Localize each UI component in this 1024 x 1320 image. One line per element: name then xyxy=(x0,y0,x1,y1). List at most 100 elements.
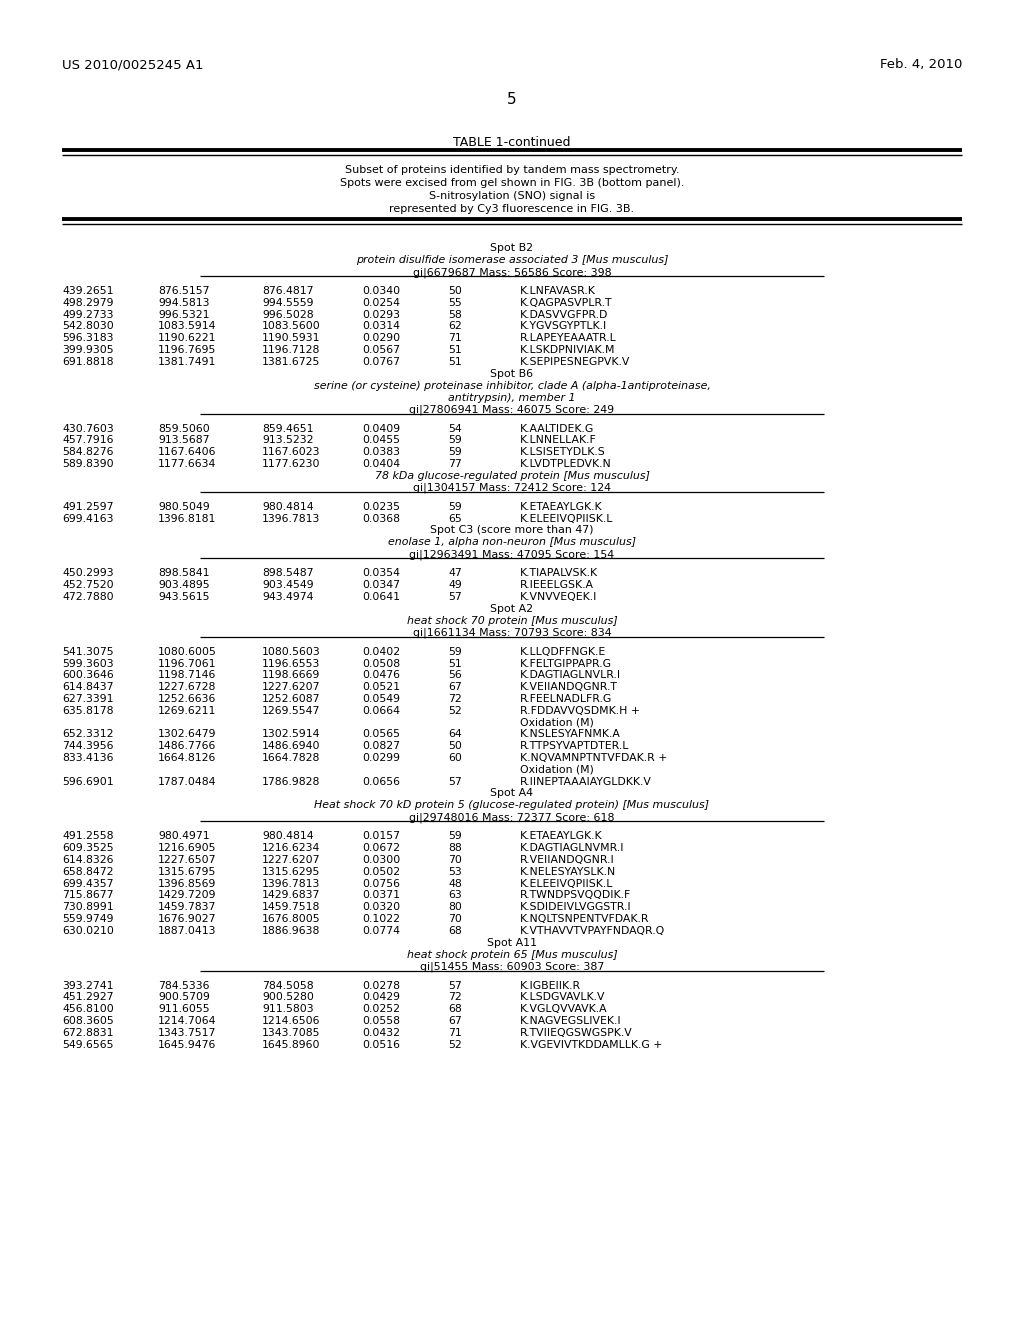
Text: 833.4136: 833.4136 xyxy=(62,752,114,763)
Text: 430.7603: 430.7603 xyxy=(62,424,114,433)
Text: 59: 59 xyxy=(449,647,462,657)
Text: 1269.6211: 1269.6211 xyxy=(158,706,216,715)
Text: 584.8276: 584.8276 xyxy=(62,447,114,457)
Text: 456.8100: 456.8100 xyxy=(62,1005,114,1014)
Text: 0.0476: 0.0476 xyxy=(362,671,400,680)
Text: 0.0455: 0.0455 xyxy=(362,436,400,445)
Text: 1315.6795: 1315.6795 xyxy=(158,867,216,876)
Text: 70: 70 xyxy=(449,855,462,865)
Text: 0.0774: 0.0774 xyxy=(362,925,400,936)
Text: 859.5060: 859.5060 xyxy=(158,424,210,433)
Text: Spot A4: Spot A4 xyxy=(490,788,534,799)
Text: 0.0656: 0.0656 xyxy=(362,776,400,787)
Text: 1216.6234: 1216.6234 xyxy=(262,843,321,853)
Text: 50: 50 xyxy=(449,742,462,751)
Text: 491.2597: 491.2597 xyxy=(62,502,114,512)
Text: K.LNFAVASR.K: K.LNFAVASR.K xyxy=(520,286,596,296)
Text: 54: 54 xyxy=(449,424,462,433)
Text: 1429.6837: 1429.6837 xyxy=(262,891,321,900)
Text: 1080.5603: 1080.5603 xyxy=(262,647,321,657)
Text: 1196.7128: 1196.7128 xyxy=(262,345,321,355)
Text: 393.2741: 393.2741 xyxy=(62,981,114,990)
Text: 1177.6634: 1177.6634 xyxy=(158,459,216,469)
Text: 72: 72 xyxy=(449,993,462,1002)
Text: 996.5321: 996.5321 xyxy=(158,310,210,319)
Text: 59: 59 xyxy=(449,502,462,512)
Text: 1381.7491: 1381.7491 xyxy=(158,356,216,367)
Text: 1177.6230: 1177.6230 xyxy=(262,459,321,469)
Text: 635.8178: 635.8178 xyxy=(62,706,114,715)
Text: R.TTPSYVAPTDTER.L: R.TTPSYVAPTDTER.L xyxy=(520,742,630,751)
Text: 589.8390: 589.8390 xyxy=(62,459,114,469)
Text: 50: 50 xyxy=(449,286,462,296)
Text: 1343.7085: 1343.7085 xyxy=(262,1028,321,1038)
Text: R.TWNDPSVQQDIK.F: R.TWNDPSVQQDIK.F xyxy=(520,891,631,900)
Text: K.NAGVEGSLIVEK.I: K.NAGVEGSLIVEK.I xyxy=(520,1016,622,1026)
Text: 699.4163: 699.4163 xyxy=(62,513,114,524)
Text: 0.0404: 0.0404 xyxy=(362,459,400,469)
Text: 1429.7209: 1429.7209 xyxy=(158,891,216,900)
Text: 60: 60 xyxy=(449,752,462,763)
Text: K.IGBEIIK.R: K.IGBEIIK.R xyxy=(520,981,582,990)
Text: K.NQVAMNPTNTVFDAK.R +: K.NQVAMNPTNTVFDAK.R + xyxy=(520,752,668,763)
Text: 57: 57 xyxy=(449,776,462,787)
Text: 0.0290: 0.0290 xyxy=(362,333,400,343)
Text: 499.2733: 499.2733 xyxy=(62,310,114,319)
Text: 0.0371: 0.0371 xyxy=(362,891,400,900)
Text: 630.0210: 630.0210 xyxy=(62,925,114,936)
Text: 1396.8569: 1396.8569 xyxy=(158,879,216,888)
Text: R.FEELNADLFR.G: R.FEELNADLFR.G xyxy=(520,694,612,704)
Text: 0.0340: 0.0340 xyxy=(362,286,400,296)
Text: 0.1022: 0.1022 xyxy=(362,913,400,924)
Text: 0.0502: 0.0502 xyxy=(362,867,400,876)
Text: 0.0432: 0.0432 xyxy=(362,1028,400,1038)
Text: K.SEPIPESNEGPVK.V: K.SEPIPESNEGPVK.V xyxy=(520,356,631,367)
Text: 980.4814: 980.4814 xyxy=(262,832,313,841)
Text: 52: 52 xyxy=(449,1040,462,1049)
Text: 0.0672: 0.0672 xyxy=(362,843,400,853)
Text: 58: 58 xyxy=(449,310,462,319)
Text: Spot B2: Spot B2 xyxy=(490,243,534,253)
Text: 67: 67 xyxy=(449,1016,462,1026)
Text: Spot A11: Spot A11 xyxy=(487,937,537,948)
Text: K.DASVVGFPR.D: K.DASVVGFPR.D xyxy=(520,310,608,319)
Text: Oxidation (M): Oxidation (M) xyxy=(520,718,594,727)
Text: K.QAGPASVPLR.T: K.QAGPASVPLR.T xyxy=(520,298,612,308)
Text: K.LSDGVAVLK.V: K.LSDGVAVLK.V xyxy=(520,993,605,1002)
Text: K.LVDTPLEDVK.N: K.LVDTPLEDVK.N xyxy=(520,459,611,469)
Text: 0.0641: 0.0641 xyxy=(362,591,400,602)
Text: 51: 51 xyxy=(449,659,462,669)
Text: 1214.7064: 1214.7064 xyxy=(158,1016,216,1026)
Text: 1396.7813: 1396.7813 xyxy=(262,513,321,524)
Text: 943.4974: 943.4974 xyxy=(262,591,313,602)
Text: 0.0157: 0.0157 xyxy=(362,832,400,841)
Text: 1196.7695: 1196.7695 xyxy=(158,345,216,355)
Text: K.VNVVEQEK.I: K.VNVVEQEK.I xyxy=(520,591,597,602)
Text: K.VTHAVVTVPAYFNDAQR.Q: K.VTHAVVTVPAYFNDAQR.Q xyxy=(520,925,666,936)
Text: S-nitrosylation (SNO) signal is: S-nitrosylation (SNO) signal is xyxy=(429,191,595,201)
Text: 0.0235: 0.0235 xyxy=(362,502,400,512)
Text: 51: 51 xyxy=(449,356,462,367)
Text: 1396.7813: 1396.7813 xyxy=(262,879,321,888)
Text: 1167.6023: 1167.6023 xyxy=(262,447,321,457)
Text: 980.4971: 980.4971 xyxy=(158,832,210,841)
Text: 913.5232: 913.5232 xyxy=(262,436,313,445)
Text: 1227.6207: 1227.6207 xyxy=(262,682,321,692)
Text: 1302.6479: 1302.6479 xyxy=(158,730,216,739)
Text: 0.0383: 0.0383 xyxy=(362,447,400,457)
Text: 1227.6207: 1227.6207 xyxy=(262,855,321,865)
Text: 0.0756: 0.0756 xyxy=(362,879,400,888)
Text: 0.0664: 0.0664 xyxy=(362,706,400,715)
Text: 900.5280: 900.5280 xyxy=(262,993,314,1002)
Text: 627.3391: 627.3391 xyxy=(62,694,114,704)
Text: gi|51455 Mass: 60903 Score: 387: gi|51455 Mass: 60903 Score: 387 xyxy=(420,961,604,972)
Text: 0.0827: 0.0827 xyxy=(362,742,400,751)
Text: 1080.6005: 1080.6005 xyxy=(158,647,217,657)
Text: 1227.6728: 1227.6728 xyxy=(158,682,216,692)
Text: 1196.7061: 1196.7061 xyxy=(158,659,216,669)
Text: 1664.8126: 1664.8126 xyxy=(158,752,216,763)
Text: K.VGEVIVTKDDAMLLK.G +: K.VGEVIVTKDDAMLLK.G + xyxy=(520,1040,663,1049)
Text: Subset of proteins identified by tandem mass spectrometry.: Subset of proteins identified by tandem … xyxy=(345,165,679,176)
Text: 980.4814: 980.4814 xyxy=(262,502,313,512)
Text: 71: 71 xyxy=(449,1028,462,1038)
